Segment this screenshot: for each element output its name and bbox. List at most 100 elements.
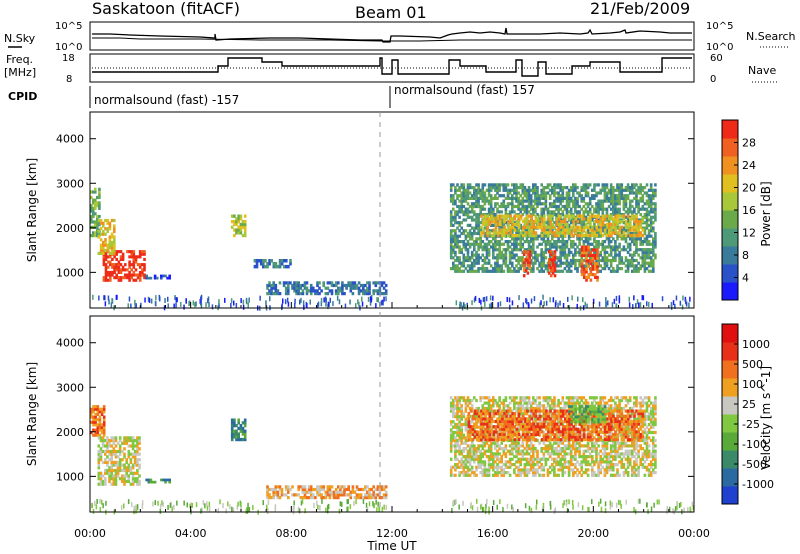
echo-cell xyxy=(607,196,611,200)
echo-cell xyxy=(489,406,493,411)
echo-cell xyxy=(106,227,109,231)
ground-scatter-cell xyxy=(240,298,242,304)
echo-cell xyxy=(583,248,586,252)
echo-cell xyxy=(468,406,472,411)
echo-cell xyxy=(582,221,586,225)
echo-cell xyxy=(264,264,267,269)
echo-cell xyxy=(504,460,508,464)
ground-scatter-cell xyxy=(269,296,271,302)
echo-cell xyxy=(544,186,548,190)
echo-cell xyxy=(97,463,101,467)
echo-cell xyxy=(501,228,504,232)
echo-cell xyxy=(494,194,497,198)
echo-cell xyxy=(527,406,531,411)
echo-cell xyxy=(295,283,298,288)
echo-cell xyxy=(559,220,563,224)
echo-cell xyxy=(652,242,655,246)
nave-label: Nave xyxy=(748,64,776,77)
echo-cell xyxy=(603,264,607,268)
echo-cell xyxy=(513,441,516,445)
echo-cell xyxy=(230,432,234,436)
echo-cell xyxy=(555,207,558,211)
echo-cell xyxy=(527,444,531,448)
echo-cell xyxy=(309,283,313,288)
echo-cell xyxy=(521,196,525,200)
echo-cell xyxy=(605,258,609,263)
echo-cell xyxy=(540,414,543,419)
echo-cell xyxy=(616,196,619,200)
echo-cell xyxy=(519,199,522,203)
echo-cell xyxy=(96,410,100,414)
echo-cell xyxy=(454,250,457,254)
echo-cell xyxy=(374,283,378,288)
echo-cell xyxy=(125,466,128,470)
echo-cell xyxy=(470,441,474,445)
echo-cell xyxy=(528,233,531,238)
echo-cell xyxy=(324,496,328,500)
echo-cell xyxy=(133,444,137,448)
echo-cell xyxy=(523,229,527,233)
echo-cell xyxy=(500,250,503,254)
echo-cell xyxy=(527,242,531,246)
echo-cell xyxy=(305,281,309,285)
echo-cell xyxy=(458,460,461,464)
echo-cell xyxy=(586,261,590,265)
echo-cell xyxy=(647,253,651,257)
echo-cell xyxy=(274,283,278,288)
echo-cell xyxy=(496,457,499,461)
echo-cell xyxy=(532,231,536,235)
echo-cell xyxy=(596,256,599,260)
echo-cell xyxy=(99,246,103,250)
echo-cell xyxy=(118,460,122,464)
echo-cell xyxy=(473,245,476,249)
echo-cell xyxy=(494,237,497,241)
echo-cell xyxy=(553,266,557,270)
echo-cell xyxy=(479,229,482,233)
echo-cell xyxy=(596,251,599,255)
echo-cell xyxy=(500,441,503,445)
echo-cell xyxy=(548,452,552,456)
echo-cell xyxy=(492,256,495,260)
nsky-tick-top: 10^5 xyxy=(55,21,82,32)
echo-cell xyxy=(475,204,478,209)
echo-cell xyxy=(643,191,647,195)
echo-cell xyxy=(624,220,628,224)
echo-cell xyxy=(99,482,103,486)
echo-cell xyxy=(626,267,630,271)
echo-cell xyxy=(305,496,309,500)
echo-cell xyxy=(449,196,453,200)
echo-cell xyxy=(239,437,243,442)
echo-cell xyxy=(591,228,594,232)
echo-cell xyxy=(485,242,489,246)
ground-scatter-cell xyxy=(173,303,175,309)
echo-cell xyxy=(540,267,543,271)
echo-cell xyxy=(583,275,586,279)
echo-cell xyxy=(119,263,123,267)
echo-cell xyxy=(287,264,290,269)
echo-cell xyxy=(452,398,455,403)
echo-cell xyxy=(618,245,621,249)
ground-scatter-cell xyxy=(140,302,142,308)
echo-cell xyxy=(364,496,367,500)
echo-cell xyxy=(483,234,487,238)
echo-cell xyxy=(538,214,542,218)
ground-scatter-cell xyxy=(598,301,601,307)
echo-cell xyxy=(529,267,533,271)
echo-cell xyxy=(299,292,303,296)
echo-cell xyxy=(473,264,476,268)
echo-cell xyxy=(483,226,487,230)
echo-cell xyxy=(487,186,491,190)
echo-cell xyxy=(128,278,131,282)
echo-cell xyxy=(546,229,550,233)
echo-cell xyxy=(578,248,581,252)
echo-cell xyxy=(605,210,609,214)
echo-cell xyxy=(112,436,116,440)
echo-cell xyxy=(519,223,522,227)
echo-cell xyxy=(549,231,552,235)
echo-cell xyxy=(466,449,470,453)
echo-cell xyxy=(645,256,649,260)
echo-cell xyxy=(563,455,567,459)
echo-cell xyxy=(521,202,525,206)
echo-cell xyxy=(637,222,640,227)
echo-cell xyxy=(241,421,245,425)
